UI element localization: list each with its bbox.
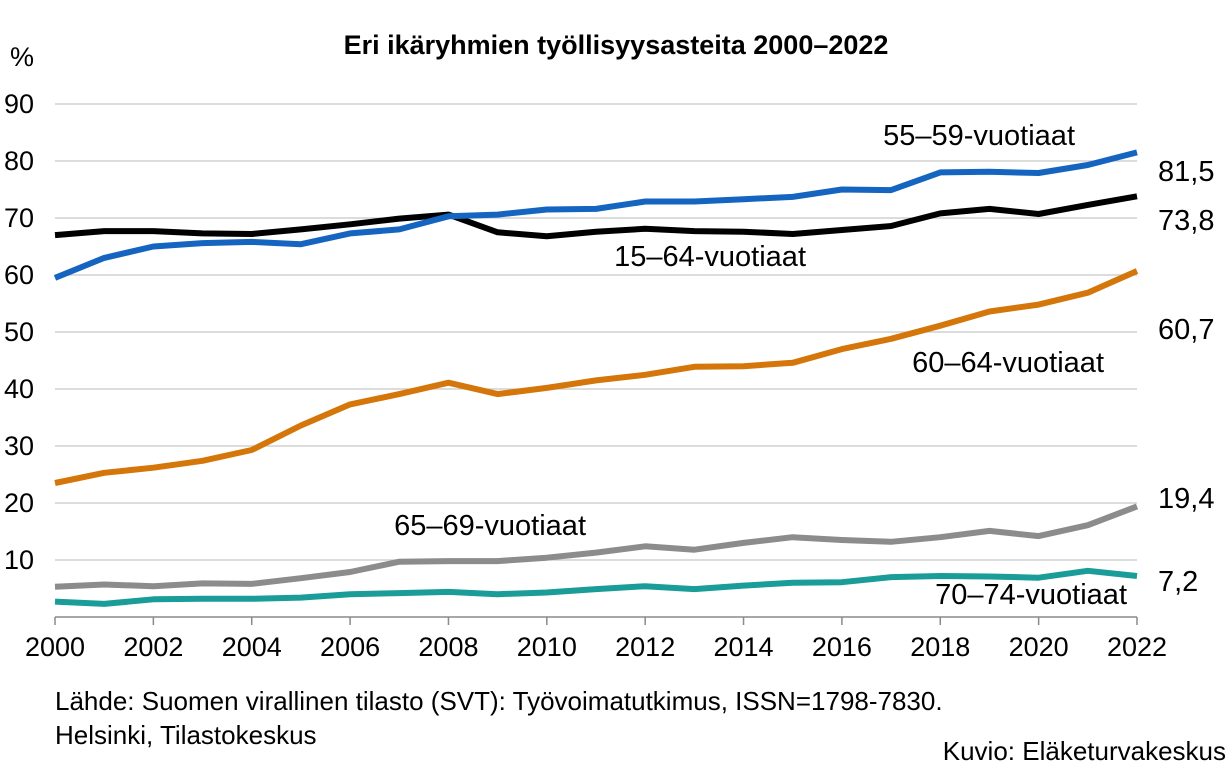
series-line [54, 268, 1139, 486]
y-tick-label: 50 [4, 317, 34, 347]
y-tick-label: 40 [4, 374, 34, 404]
source-note: Lähde: Suomen virallinen tilasto (SVT): … [55, 684, 943, 752]
x-tick-label: 2016 [812, 632, 872, 662]
x-tick-label: 2002 [123, 632, 183, 662]
series-line [54, 567, 1138, 607]
end-value-label: 81,5 [1158, 156, 1214, 188]
x-tick-label: 2004 [222, 632, 282, 662]
series-name-label: 60–64-vuotiaat [912, 347, 1104, 379]
end-value-label: 73,8 [1158, 205, 1214, 237]
series-line [54, 193, 1138, 240]
series-line [53, 149, 1138, 281]
series-name-label: 55–59-vuotiaat [883, 120, 1075, 152]
series-group [53, 149, 1139, 607]
x-tick-label: 2010 [517, 632, 577, 662]
series-labels: 55–59-vuotiaat 15–64-vuotiaat 60–64-vuotia… [394, 120, 1214, 611]
y-tick-label: 60 [4, 260, 34, 290]
source-line-1: Lähde: Suomen virallinen tilasto (SVT): … [55, 686, 943, 716]
y-axis-ticks: 10 20 30 40 50 60 70 80 90 [4, 89, 34, 575]
y-tick-label: 70 [4, 203, 34, 233]
y-axis-unit: % [10, 42, 35, 72]
x-tick-label: 2018 [910, 632, 970, 662]
series-name-label: 15–64-vuotiaat [614, 241, 806, 273]
y-tick-label: 80 [4, 146, 34, 176]
gridlines [55, 103, 1137, 618]
y-tick-label: 10 [4, 545, 34, 575]
x-tick-label: 2020 [1009, 632, 1069, 662]
end-value-label: 19,4 [1158, 483, 1214, 515]
x-tick-label: 2006 [320, 632, 380, 662]
y-tick-label: 30 [4, 431, 34, 461]
end-value-label: 60,7 [1158, 314, 1214, 346]
x-tick-label: 2000 [25, 632, 85, 662]
x-axis-ticks: 2000 2002 2004 2006 2008 2010 2012 2014 2016 2018… [25, 617, 1167, 662]
x-tick-label: 2022 [1107, 632, 1167, 662]
x-tick-label: 2008 [418, 632, 478, 662]
figure-credit: Kuvio: Eläketurvakeskus [942, 736, 1226, 766]
chart-title: Eri ikäryhmien työllisyysasteita 2000–20… [343, 30, 889, 60]
x-tick-label: 2012 [615, 632, 675, 662]
series-name-label: 70–74-vuotiaat [935, 579, 1127, 611]
series-line [54, 503, 1139, 590]
end-value-label: 7,2 [1158, 566, 1198, 598]
y-tick-label: 90 [4, 89, 34, 119]
source-line-2: Helsinki, Tilastokeskus [55, 720, 317, 750]
x-tick-label: 2014 [714, 632, 774, 662]
y-tick-label: 20 [4, 488, 34, 518]
series-name-label: 65–69-vuotiaat [394, 510, 586, 542]
